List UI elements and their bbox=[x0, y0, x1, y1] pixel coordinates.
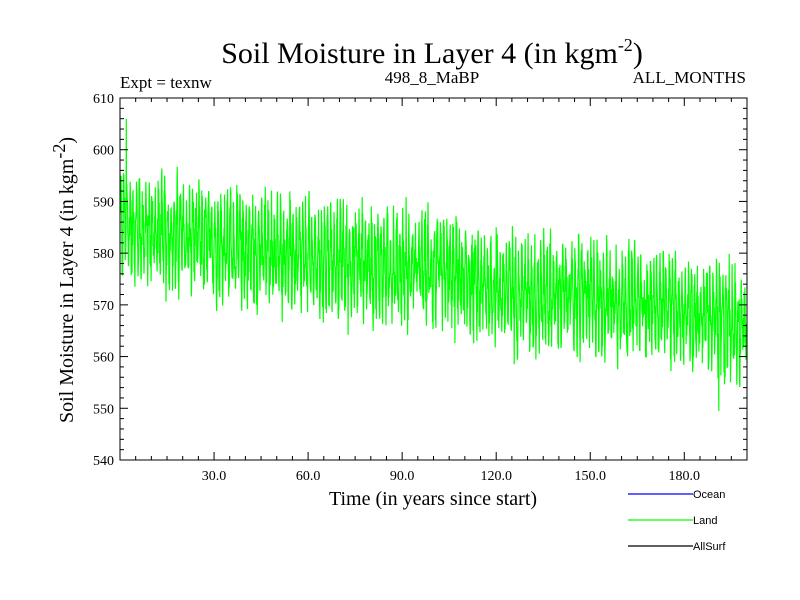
y-tick-label: 570 bbox=[93, 299, 114, 314]
run-label: 498_8_MaBP bbox=[385, 68, 479, 87]
period-label: ALL_MONTHS bbox=[633, 68, 746, 87]
axis-ticks: 30.0 60.0 90.0 120.0 150.0 180.0 540 550 560 570 5… bbox=[93, 92, 747, 484]
plot-data bbox=[120, 118, 747, 411]
x-tick-label: 150.0 bbox=[575, 469, 607, 484]
x-tick-label: 30.0 bbox=[202, 469, 227, 484]
y-tick-label: 560 bbox=[93, 351, 114, 366]
legend-label-ocean: Ocean bbox=[693, 489, 725, 501]
legend: Ocean Land AllSurf bbox=[628, 489, 726, 553]
series-line-land bbox=[120, 118, 747, 411]
chart-title: Soil Moisture in Layer 4 (in kgm-2) bbox=[221, 35, 643, 70]
x-tick-label: 60.0 bbox=[296, 469, 321, 484]
x-tick-label: 90.0 bbox=[390, 469, 415, 484]
y-tick-label: 540 bbox=[93, 454, 114, 469]
y-axis-label: Soil Moisture in Layer 4 (in kgm-2) bbox=[49, 137, 78, 423]
x-tick-label: 120.0 bbox=[480, 469, 512, 484]
x-tick-label: 180.0 bbox=[669, 469, 701, 484]
expt-label: Expt = texnw bbox=[120, 73, 212, 92]
y-tick-label: 580 bbox=[93, 247, 114, 262]
legend-label-land: Land bbox=[693, 515, 717, 527]
y-tick-label: 590 bbox=[93, 195, 114, 210]
y-tick-label: 600 bbox=[93, 144, 114, 159]
y-tick-label: 550 bbox=[93, 402, 114, 417]
y-tick-label: 610 bbox=[93, 92, 114, 107]
legend-label-allsurf: AllSurf bbox=[693, 541, 726, 553]
x-axis-label: Time (in years since start) bbox=[329, 488, 537, 510]
